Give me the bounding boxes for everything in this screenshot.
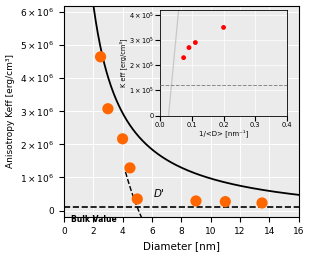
Point	[98, 55, 103, 59]
Point	[105, 107, 110, 111]
Point	[187, 45, 192, 50]
Point	[135, 197, 140, 201]
Point	[223, 200, 228, 204]
Point	[193, 199, 198, 203]
X-axis label: 1/<D> [nm⁻¹]: 1/<D> [nm⁻¹]	[199, 129, 248, 137]
Point	[193, 41, 198, 45]
X-axis label: Diameter [nm]: Diameter [nm]	[143, 241, 220, 251]
Y-axis label: Anisotropy Keff [erg/cm³]: Anisotropy Keff [erg/cm³]	[6, 54, 15, 168]
Point	[127, 166, 132, 170]
Point	[221, 25, 226, 30]
Point	[259, 201, 264, 205]
Point	[181, 56, 186, 60]
Text: Bulk Value: Bulk Value	[71, 215, 117, 224]
Text: D': D'	[153, 189, 164, 199]
Point	[120, 137, 125, 141]
Y-axis label: K eff [erg/cm³]: K eff [erg/cm³]	[119, 38, 127, 87]
